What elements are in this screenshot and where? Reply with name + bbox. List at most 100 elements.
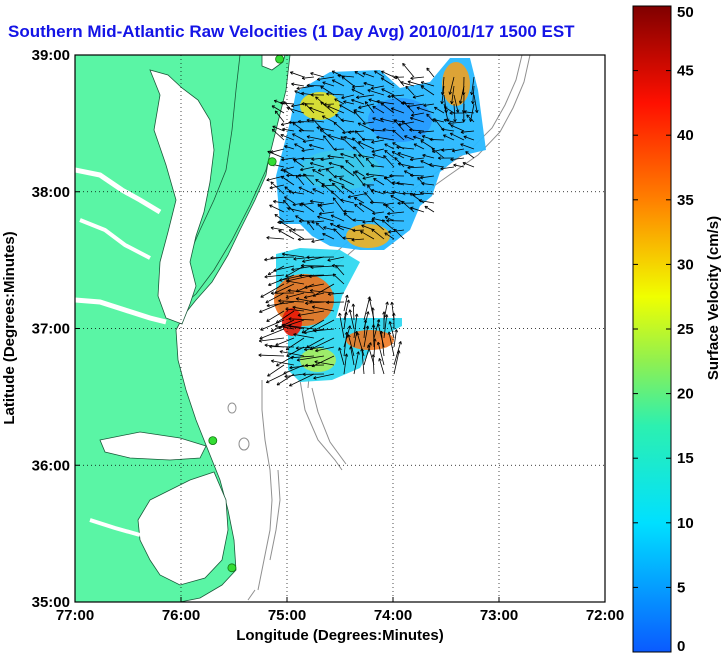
- velocity-arrow-head: [258, 353, 262, 356]
- velocity-arrow-head: [279, 102, 283, 105]
- velocity-arrow: [283, 200, 295, 213]
- velocity-arrow: [407, 103, 425, 108]
- velocity-arrow: [424, 205, 435, 213]
- velocity-arrow: [293, 333, 315, 339]
- velocity-arrow-head: [297, 237, 301, 240]
- velocity-arrow-head: [362, 72, 366, 76]
- velocity-arrow-head: [352, 85, 355, 88]
- velocity-arrow-head: [298, 173, 302, 176]
- velocity-arrow-head: [409, 128, 413, 131]
- velocity-arrow-head: [402, 62, 406, 65]
- velocity-arrow-head: [292, 305, 296, 308]
- velocity-arrow-head: [344, 331, 348, 335]
- velocity-arrow: [367, 89, 385, 96]
- velocity-arrow-head: [393, 75, 397, 78]
- velocity-arrow: [280, 175, 295, 186]
- velocity-arrow-head: [397, 151, 401, 154]
- velocity-arrow: [384, 143, 395, 150]
- velocity-arrow-head: [301, 91, 305, 94]
- velocity-arrow-head: [327, 258, 331, 261]
- velocity-arrow-head: [368, 99, 372, 102]
- velocity-arrow-head: [384, 150, 387, 154]
- velocity-arrow-head: [327, 292, 331, 295]
- velocity-arrow-head: [365, 172, 370, 175]
- velocity-arrow-head: [333, 197, 337, 200]
- velocity-arrow-head: [372, 307, 375, 311]
- velocity-arrow: [291, 83, 305, 87]
- velocity-arrow-head: [271, 359, 275, 362]
- velocity-arrow-head: [301, 158, 305, 161]
- velocity-arrow: [297, 310, 325, 316]
- velocity-arrow-head: [449, 91, 452, 95]
- velocity-arrow-head: [380, 117, 384, 120]
- velocity-arrow-head: [410, 174, 413, 178]
- velocity-arrow-head: [347, 196, 352, 199]
- velocity-arrow: [358, 202, 375, 213]
- velocity-arrow-head: [384, 314, 388, 318]
- velocity-arrow: [269, 204, 285, 213]
- velocity-arrow-head: [363, 82, 367, 86]
- chart-title: Southern Mid-Atlantic Raw Velocities (1 …: [8, 22, 575, 41]
- velocity-arrow: [353, 153, 365, 168]
- velocity-arrow-head: [376, 323, 379, 327]
- velocity-arrow-head: [282, 127, 286, 130]
- velocity-arrow-head: [347, 194, 351, 198]
- velocity-arrow-head: [309, 299, 313, 302]
- velocity-arrow: [302, 76, 315, 79]
- velocity-arrow-head: [333, 228, 335, 232]
- velocity-arrow-head: [356, 351, 359, 355]
- velocity-arrow: [393, 350, 400, 375]
- velocity-arrow: [260, 283, 285, 298]
- velocity-arrow-head: [320, 157, 324, 161]
- velocity-arrow-head: [281, 159, 285, 162]
- velocity-arrow-head: [402, 63, 404, 67]
- velocity-arrow-head: [441, 127, 445, 130]
- velocity-arrow: [391, 151, 405, 159]
- velocity-arrow-head: [288, 190, 292, 192]
- velocity-arrow-head: [313, 376, 317, 379]
- velocity-arrow-head: [332, 182, 336, 185]
- velocity-arrow-head: [266, 303, 270, 307]
- velocity-arrow-head: [462, 162, 466, 166]
- velocity-arrow-head: [470, 91, 472, 95]
- velocity-arrow-head: [387, 331, 390, 335]
- velocity-arrow: [343, 325, 351, 348]
- colorbar-label: Surface Velocity (cm/s): [705, 216, 722, 380]
- velocity-arrow-head: [465, 151, 468, 155]
- velocity-arrow-head: [275, 110, 279, 113]
- velocity-arrow-head: [301, 103, 305, 106]
- velocity-arrow-head: [354, 71, 357, 75]
- velocity-arrow-head: [367, 311, 370, 315]
- velocity-arrow-head: [450, 159, 454, 162]
- velocity-arrow: [371, 139, 385, 143]
- velocity-arrow-head: [317, 216, 320, 219]
- velocity-arrow-head: [402, 193, 406, 196]
- velocity-arrow-head: [306, 83, 310, 86]
- velocity-arrow-head: [372, 213, 376, 216]
- velocity-arrow: [362, 121, 375, 125]
- velocity-arrow: [402, 63, 415, 78]
- velocity-arrow-head: [387, 211, 391, 215]
- velocity-arrow: [352, 85, 365, 88]
- velocity-arrow: [353, 109, 365, 114]
- velocity-arrow-head: [463, 119, 466, 123]
- velocity-arrow: [382, 129, 395, 132]
- velocity-arrow-head: [298, 130, 302, 133]
- velocity-arrow: [358, 154, 375, 159]
- velocity-arrow-head: [362, 178, 366, 180]
- velocity-arrow: [285, 292, 305, 299]
- y-tick-label: 37:00: [32, 321, 70, 338]
- velocity-arrow-head: [319, 129, 322, 133]
- velocity-arrow-head: [383, 311, 386, 315]
- velocity-arrow: [267, 364, 285, 377]
- velocity-arrow: [381, 219, 395, 231]
- velocity-arrow-head: [333, 273, 337, 276]
- velocity-arrow-head: [384, 232, 387, 236]
- colorbar-tick-label: 15: [677, 450, 694, 467]
- velocity-arrow-head: [417, 177, 419, 181]
- velocity-arrow-head: [401, 120, 404, 124]
- velocity-arrow: [301, 157, 315, 160]
- velocity-arrow-head: [385, 301, 388, 305]
- velocity-arrow-head: [343, 136, 347, 138]
- velocity-arrow-head: [320, 101, 324, 103]
